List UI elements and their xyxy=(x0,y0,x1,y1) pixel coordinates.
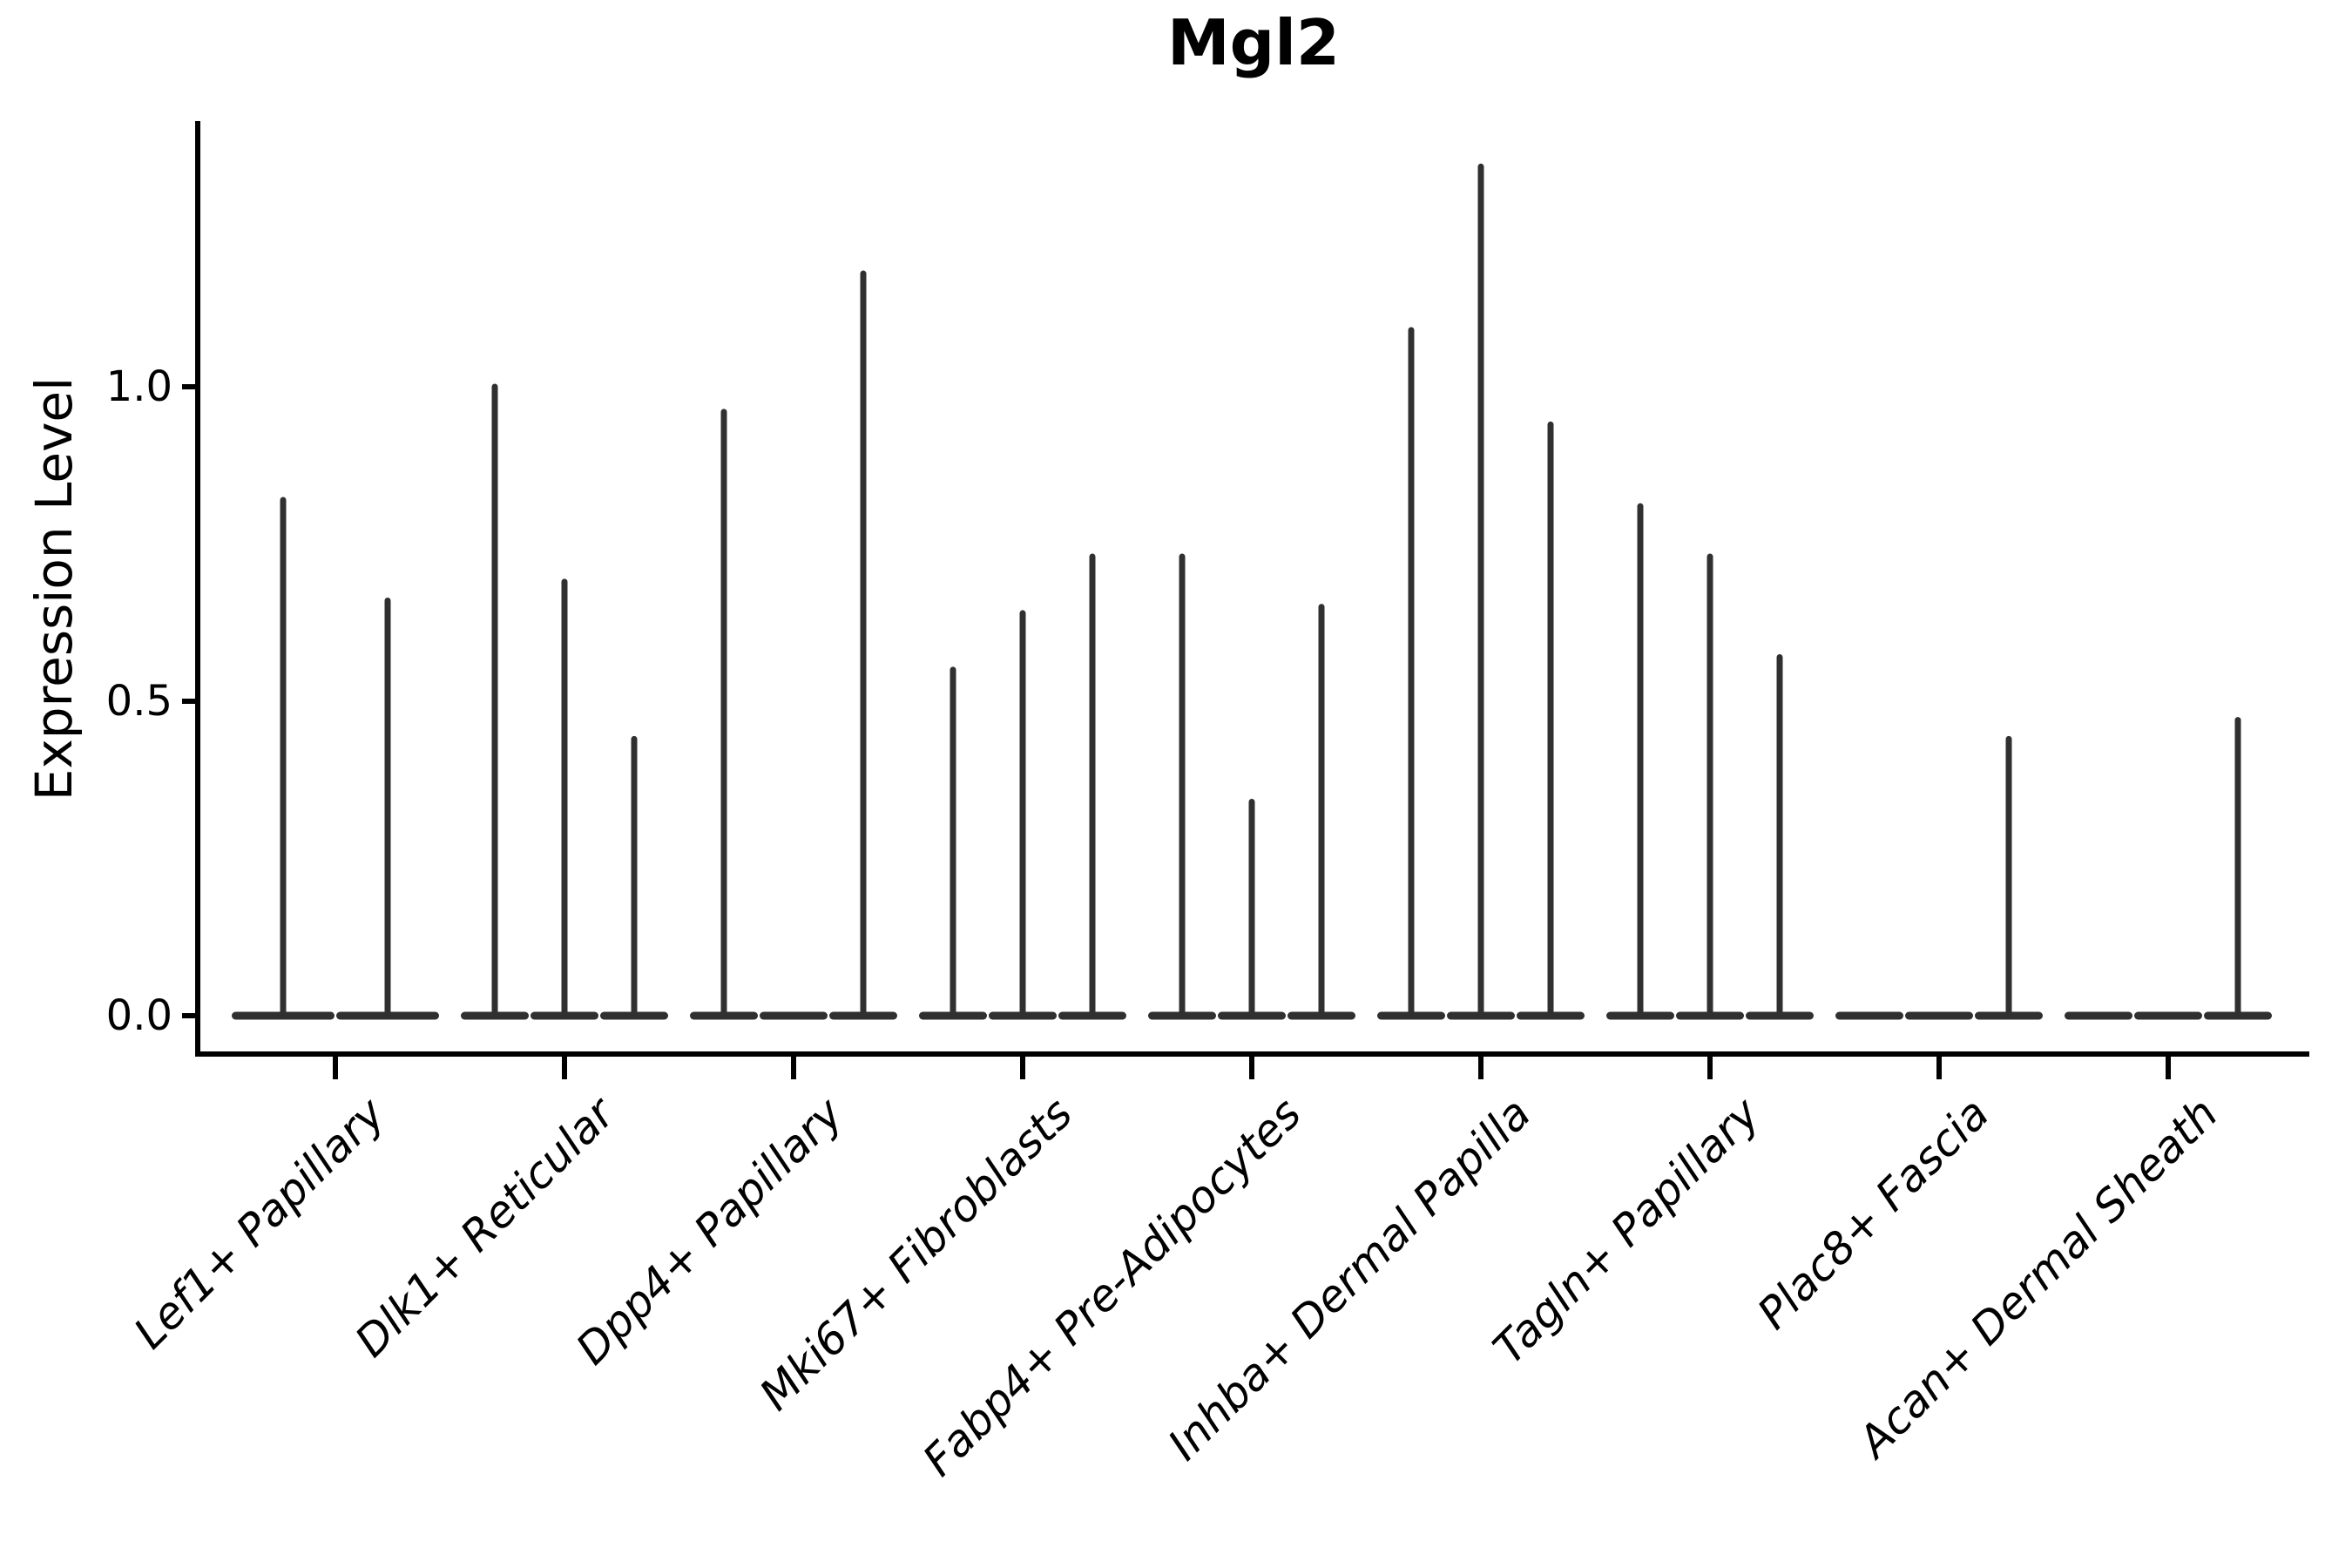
violin-base xyxy=(1905,1011,1973,1020)
violin-base xyxy=(1288,1011,1355,1020)
violin-base xyxy=(2134,1011,2202,1020)
violin-base xyxy=(760,1011,828,1020)
violin-base xyxy=(1218,1011,1286,1020)
violin-base xyxy=(1606,1011,1674,1020)
violin-group xyxy=(1606,503,1814,1020)
violin-group xyxy=(232,497,439,1020)
y-tick-label: 0.5 xyxy=(105,677,172,726)
violin-base xyxy=(1975,1011,2043,1020)
violin-base xyxy=(232,1011,335,1020)
violin-base xyxy=(1676,1011,1744,1020)
violin-base xyxy=(531,1011,598,1020)
violin-base xyxy=(1447,1011,1515,1020)
violin-group xyxy=(461,383,668,1020)
violin-base xyxy=(461,1011,529,1020)
violin-base xyxy=(1377,1011,1445,1020)
y-tick-label: 0.0 xyxy=(105,991,172,1040)
violin-group xyxy=(1148,553,1355,1020)
violin-base xyxy=(989,1011,1057,1020)
violin-base xyxy=(1058,1011,1126,1020)
violin-base xyxy=(2065,1011,2132,1020)
violin-base xyxy=(1746,1011,1814,1020)
violin-group xyxy=(1377,163,1585,1020)
violin-group xyxy=(1835,735,2043,1020)
violin-group xyxy=(2065,717,2272,1020)
violin-base xyxy=(829,1011,897,1020)
violin-base xyxy=(690,1011,758,1020)
violin-base xyxy=(1148,1011,1216,1020)
violin-group xyxy=(919,553,1126,1020)
violin-group xyxy=(690,270,897,1020)
violin-base xyxy=(1517,1011,1585,1020)
violin-base xyxy=(919,1011,987,1020)
chart-title: Mgl2 xyxy=(1167,6,1340,79)
violin-base xyxy=(600,1011,668,1020)
violin-base xyxy=(336,1011,439,1020)
y-tick-label: 1.0 xyxy=(105,362,172,411)
violin-base xyxy=(1835,1011,1903,1020)
y-axis-title: Expression Level xyxy=(24,376,84,801)
violin-base xyxy=(2204,1011,2272,1020)
